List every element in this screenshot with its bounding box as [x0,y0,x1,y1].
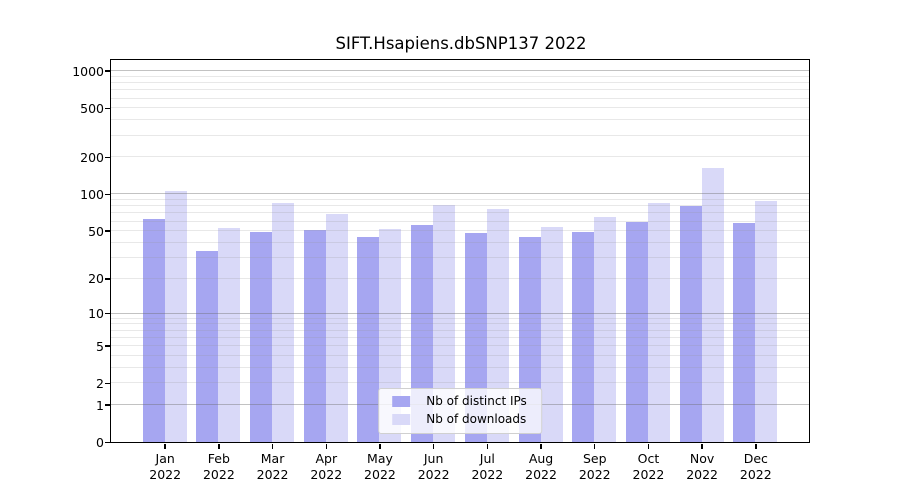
x-tick-label: Oct 2022 [632,451,665,482]
grid-line-minor [111,119,809,121]
y-tick-label: 1 [96,397,104,413]
bar-downloads [594,216,617,442]
bar-downloads [540,226,563,442]
x-tick-label: Jul 2022 [471,451,504,482]
x-tick-label: Mar 2022 [256,451,289,482]
y-tick-label: 100 [80,186,104,202]
x-tick-mark [540,444,542,449]
y-tick-label: 2 [96,375,104,391]
x-tick-label: Jun 2022 [417,451,450,482]
grid-line-minor [111,107,809,109]
x-tick-mark [486,444,489,449]
x-tick-label: Aug 2022 [525,451,557,482]
legend-label-downloads: Nb of downloads [426,412,527,426]
y-tick-label: 500 [80,100,104,116]
bar-distinct-ips [625,221,648,442]
y-tick-mark [105,156,110,159]
grid-line-minor [111,156,809,158]
legend-label-distinct-ips: Nb of distinct IPs [426,394,527,408]
grid-line-minor [111,134,809,136]
x-tick-mark [593,444,596,449]
bar-distinct-ips [733,222,756,442]
bar-distinct-ips [303,229,326,442]
bar-downloads [272,202,295,442]
plot-area: Nb of distinct IPs Nb of downloads [110,59,810,443]
x-tick-label: Apr 2022 [310,451,343,482]
bar-distinct-ips [142,219,165,442]
legend-swatch-distinct-ips [392,396,411,407]
y-tick-label: 10 [88,306,104,322]
bar-distinct-ips [196,250,219,442]
y-tick-label: 200 [80,149,104,165]
bar-distinct-ips [250,231,273,442]
x-tick-label: May 2022 [364,451,396,482]
grid-line-minor [111,89,809,91]
x-tick-mark [432,444,435,449]
y-tick-label: 5 [96,338,104,354]
x-tick-mark [218,444,220,449]
legend-row-downloads: Nb of downloads [392,412,527,427]
grid-line-minor [111,97,809,99]
x-tick-mark [271,444,274,449]
x-tick-mark [325,444,328,449]
y-tick-label: 20 [88,271,104,287]
y-tick-mark [105,382,110,385]
legend: Nb of distinct IPs Nb of downloads [378,388,542,434]
bar-distinct-ips [357,237,380,442]
y-tick-label: 0 [96,435,104,450]
y-tick-mark [105,404,110,406]
bar-downloads [433,204,456,442]
x-tick-mark [755,444,757,449]
y-tick-mark [105,107,110,110]
bar-distinct-ips [572,231,595,442]
y-tick-label: 1000 [72,63,104,79]
bar-downloads [755,201,778,442]
x-tick-label: Jan 2022 [149,451,182,482]
legend-row-distinct-ips: Nb of distinct IPs [392,394,527,409]
bar-downloads [164,190,187,442]
y-tick-mark [105,230,110,232]
y-tick-mark [105,278,110,280]
bar-downloads [647,203,670,442]
bar-downloads [218,227,241,442]
y-tick-mark [105,345,110,347]
x-tick-label: Dec 2022 [739,451,772,482]
x-tick-mark [647,444,650,449]
bar-downloads [486,209,509,442]
grid-line-minor [111,82,809,84]
bar-downloads [701,167,724,442]
chart-title: SIFT.Hsapiens.dbSNP137 2022 [335,34,587,53]
grid-line-minor [111,75,809,77]
y-tick-mark [105,312,110,315]
y-tick-mark [105,193,110,196]
x-tick-mark [164,444,166,449]
x-tick-label: Feb 2022 [202,451,235,482]
bar-downloads [325,213,348,442]
grid-line-major [111,70,809,72]
y-tick-mark [105,70,110,72]
x-tick-label: Sep 2022 [578,451,611,482]
bar-distinct-ips [679,206,702,442]
x-tick-mark [379,444,381,449]
x-tick-label: Nov 2022 [686,451,719,482]
bar-distinct-ips [411,224,434,442]
legend-swatch-downloads [392,414,411,425]
y-tick-mark [105,441,110,444]
x-tick-mark [701,444,703,449]
y-tick-label: 50 [88,223,104,239]
